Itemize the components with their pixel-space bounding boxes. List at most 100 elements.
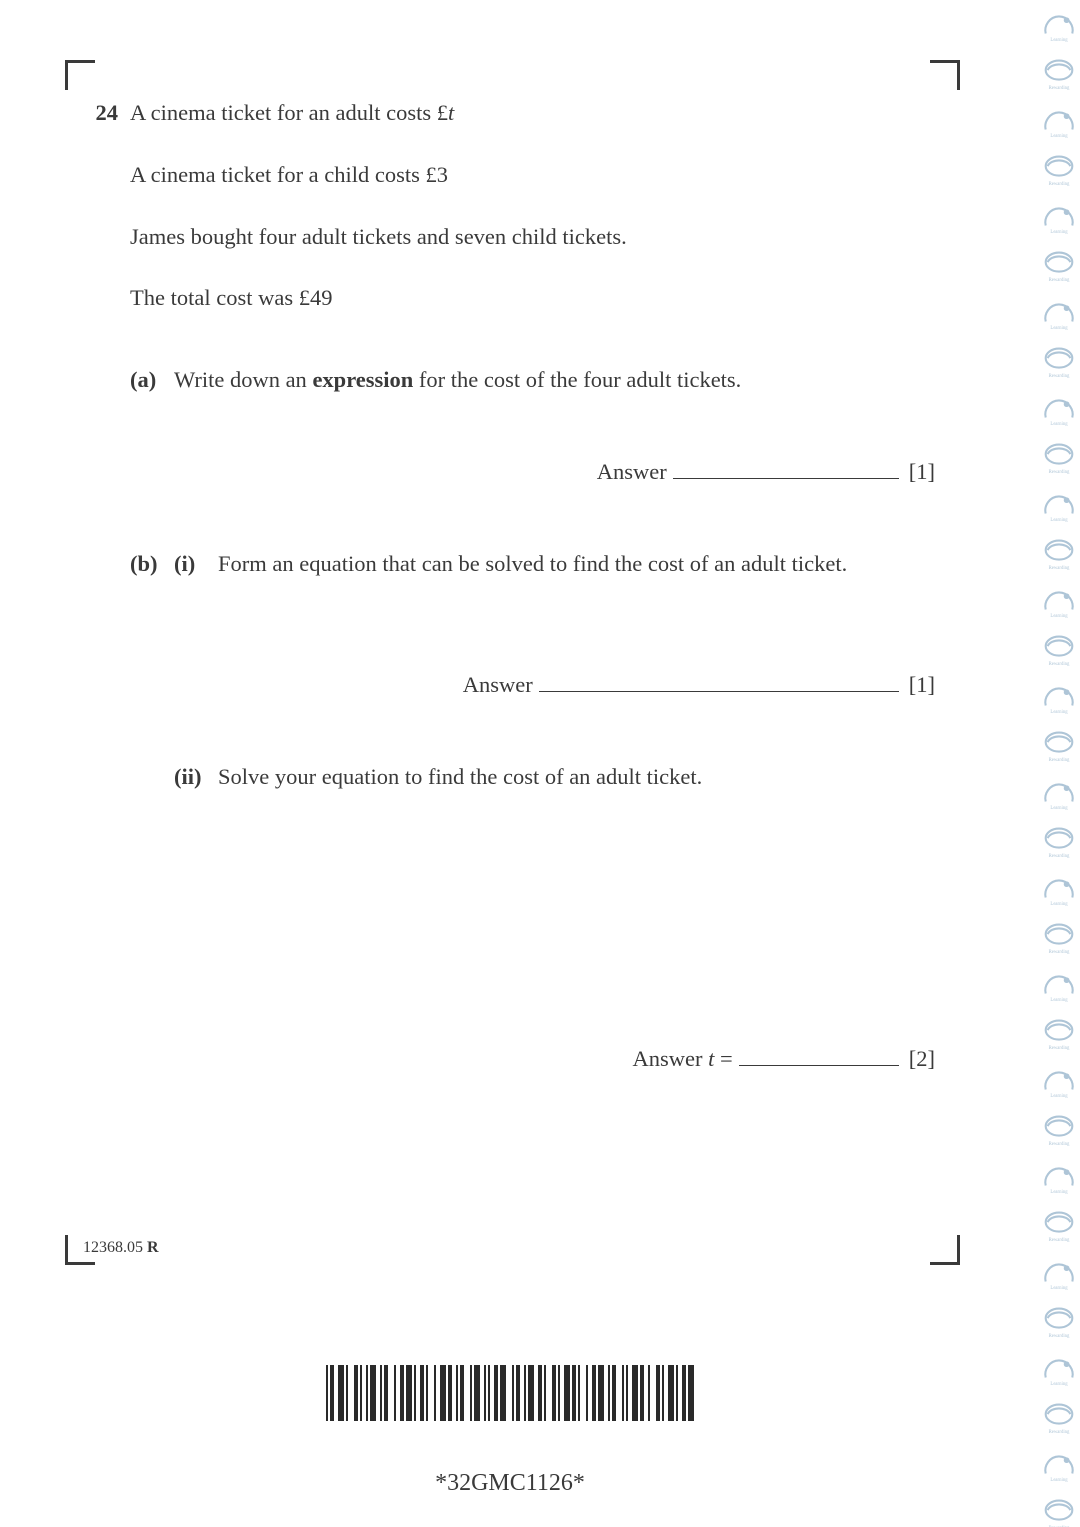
- question-row: 24 A cinema ticket for an adult costs £t…: [90, 96, 935, 1076]
- corner-top-right: [930, 60, 960, 90]
- watermark-icon: Rewarding: [1038, 1104, 1080, 1152]
- part-b-i-blank: [539, 670, 899, 693]
- part-a-marks: [1]: [909, 455, 935, 489]
- part-b-i-answer-line: Answer [1]: [218, 668, 935, 702]
- question-number: 24: [90, 96, 130, 130]
- watermark-icon: Learning: [1038, 1248, 1080, 1296]
- part-b-ii-row: (ii) Solve your equation to find the cos…: [174, 760, 935, 1076]
- question-body: A cinema ticket for an adult costs £t A …: [130, 96, 935, 1076]
- part-b-i-body: Form an equation that can be solved to f…: [218, 547, 935, 703]
- watermark-icon: Learning: [1038, 1056, 1080, 1104]
- page-frame: 24 A cinema ticket for an adult costs £t…: [65, 60, 960, 1265]
- part-a-answer-label: Answer: [597, 455, 667, 489]
- watermark-icon: Rewarding: [1038, 1008, 1080, 1056]
- watermark-icon: Learning: [1038, 1440, 1080, 1488]
- part-a-body: Write down an expression for the cost of…: [174, 363, 935, 489]
- watermark-icon: Learning: [1038, 288, 1080, 336]
- svg-text:Rewarding: Rewarding: [1049, 278, 1070, 283]
- watermark-icon: Learning: [1038, 480, 1080, 528]
- intro-line-4: The total cost was £49: [130, 281, 935, 315]
- svg-text:Rewarding: Rewarding: [1049, 1238, 1070, 1243]
- part-b-i-row: (i) Form an equation that can be solved …: [174, 547, 935, 703]
- watermark-icon: Rewarding: [1038, 912, 1080, 960]
- part-b-ii-answer-line: Answer t = [2]: [218, 1042, 935, 1076]
- watermark-icon: Rewarding: [1038, 144, 1080, 192]
- svg-text:Rewarding: Rewarding: [1049, 854, 1070, 859]
- watermark-icon: Rewarding: [1038, 1488, 1080, 1527]
- part-b-ii-answer-label: Answer t =: [633, 1042, 733, 1076]
- watermark-icon: Learning: [1038, 768, 1080, 816]
- svg-text:Learning: Learning: [1050, 806, 1068, 811]
- footer-code-bold: R: [147, 1239, 159, 1256]
- barcode-wrap: [0, 1365, 1020, 1426]
- barcode: [326, 1365, 694, 1421]
- intro-line-2: A cinema ticket for a child costs £3: [130, 158, 935, 192]
- svg-text:Rewarding: Rewarding: [1049, 950, 1070, 955]
- part-b-ii-body: Solve your equation to find the cost of …: [218, 760, 935, 1076]
- intro-line-3: James bought four adult tickets and seve…: [130, 220, 935, 254]
- svg-text:Learning: Learning: [1050, 422, 1068, 427]
- svg-text:Rewarding: Rewarding: [1049, 1334, 1070, 1339]
- intro-line-1: A cinema ticket for an adult costs £t: [130, 96, 935, 130]
- part-b-i-marks: [1]: [909, 668, 935, 702]
- part-b-i-label: (i): [174, 547, 218, 581]
- intro-line-1-prefix: A cinema ticket for an adult costs £: [130, 100, 448, 125]
- part-a-label: (a): [130, 363, 174, 397]
- svg-text:Learning: Learning: [1050, 710, 1068, 715]
- svg-text:Learning: Learning: [1050, 38, 1068, 43]
- svg-text:Learning: Learning: [1050, 1094, 1068, 1099]
- svg-text:Rewarding: Rewarding: [1049, 182, 1070, 187]
- watermark-icon: Learning: [1038, 384, 1080, 432]
- watermark-icon: Rewarding: [1038, 48, 1080, 96]
- svg-text:Learning: Learning: [1050, 614, 1068, 619]
- watermark-icon: Rewarding: [1038, 624, 1080, 672]
- watermark-column: LearningRewardingLearningRewardingLearni…: [1038, 0, 1080, 1527]
- footer-code-prefix: 12368.05: [83, 1239, 147, 1256]
- watermark-icon: Rewarding: [1038, 1296, 1080, 1344]
- part-a-text-bold: expression: [312, 367, 413, 392]
- svg-text:Rewarding: Rewarding: [1049, 470, 1070, 475]
- svg-text:Learning: Learning: [1050, 134, 1068, 139]
- watermark-icon: Learning: [1038, 192, 1080, 240]
- watermark-icon: Rewarding: [1038, 1392, 1080, 1440]
- watermark-icon: Rewarding: [1038, 720, 1080, 768]
- svg-text:Rewarding: Rewarding: [1049, 758, 1070, 763]
- part-b-i-text: Form an equation that can be solved to f…: [218, 551, 847, 576]
- watermark-icon: Rewarding: [1038, 816, 1080, 864]
- svg-text:Rewarding: Rewarding: [1049, 566, 1070, 571]
- watermark-icon: Rewarding: [1038, 528, 1080, 576]
- svg-text:Learning: Learning: [1050, 1190, 1068, 1195]
- part-b-ii-text: Solve your equation to find the cost of …: [218, 764, 702, 789]
- svg-text:Learning: Learning: [1050, 998, 1068, 1003]
- part-b-i-answer-label: Answer: [463, 668, 533, 702]
- watermark-icon: Learning: [1038, 960, 1080, 1008]
- part-a-blank: [673, 456, 899, 479]
- watermark-icon: Learning: [1038, 96, 1080, 144]
- svg-text:Learning: Learning: [1050, 326, 1068, 331]
- watermark-icon: Learning: [1038, 576, 1080, 624]
- watermark-icon: Rewarding: [1038, 336, 1080, 384]
- watermark-icon: Learning: [1038, 672, 1080, 720]
- svg-text:Rewarding: Rewarding: [1049, 1142, 1070, 1147]
- part-b-ii-marks: [2]: [909, 1042, 935, 1076]
- svg-text:Rewarding: Rewarding: [1049, 86, 1070, 91]
- svg-text:Learning: Learning: [1050, 1478, 1068, 1483]
- watermark-icon: Learning: [1038, 1152, 1080, 1200]
- svg-text:Learning: Learning: [1050, 230, 1068, 235]
- watermark-icon: Rewarding: [1038, 1200, 1080, 1248]
- part-a-text-after: for the cost of the four adult tickets.: [413, 367, 741, 392]
- watermark-icon: Learning: [1038, 1344, 1080, 1392]
- intro-line-1-var: t: [448, 100, 454, 125]
- watermark-icon: Learning: [1038, 0, 1080, 48]
- part-a-text-before: Write down an: [174, 367, 312, 392]
- watermark-icon: Rewarding: [1038, 240, 1080, 288]
- corner-top-left: [65, 60, 95, 90]
- footer-code: 12368.05 R: [83, 1239, 159, 1257]
- svg-text:Rewarding: Rewarding: [1049, 1046, 1070, 1051]
- question-content: 24 A cinema ticket for an adult costs £t…: [90, 96, 935, 1076]
- part-b-ii-blank: [739, 1043, 899, 1066]
- part-a-answer-line: Answer [1]: [174, 455, 935, 489]
- svg-text:Learning: Learning: [1050, 518, 1068, 523]
- svg-text:Rewarding: Rewarding: [1049, 662, 1070, 667]
- part-b-ii-answer-prefix: Answer: [633, 1046, 709, 1071]
